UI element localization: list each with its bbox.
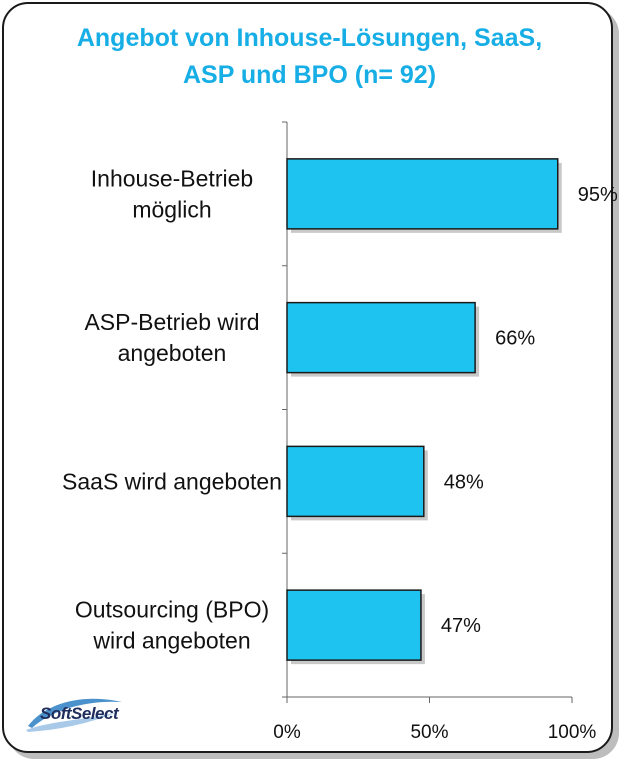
category-label: ASP-Betrieb wird (84, 309, 259, 335)
bar (286, 445, 425, 518)
category-label: möglich (132, 196, 211, 222)
chart-title-line-2: ASP und BPO (n= 92) (182, 61, 437, 89)
category-label: SaaS wird angeboten (62, 468, 282, 494)
x-tick-label: 0% (273, 722, 301, 743)
bar (286, 158, 559, 230)
swoosh-logo-icon (26, 698, 122, 732)
x-tick-label: 50% (410, 722, 448, 743)
category-label: wird angeboten (92, 628, 250, 654)
value-label: 48% (444, 471, 484, 493)
category-label: Inhouse-Betrieb (91, 165, 253, 191)
bar (286, 589, 422, 661)
logo-text: SoftSelect (40, 704, 119, 723)
value-label: 47% (441, 615, 481, 637)
bar (286, 301, 476, 374)
category-label: angeboten (118, 340, 227, 366)
chart-title: Angebot von Inhouse-Lösungen, SaaS, ASP … (0, 20, 619, 94)
chart-title-line-1: Angebot von Inhouse-Lösungen, SaaS, (76, 24, 543, 52)
category-label: Outsourcing (BPO) (75, 597, 269, 623)
value-label: 95% (578, 184, 618, 206)
x-tick-label: 100% (548, 722, 597, 743)
softselect-logo: SoftSelect (18, 690, 134, 736)
value-label: 66% (495, 328, 535, 350)
